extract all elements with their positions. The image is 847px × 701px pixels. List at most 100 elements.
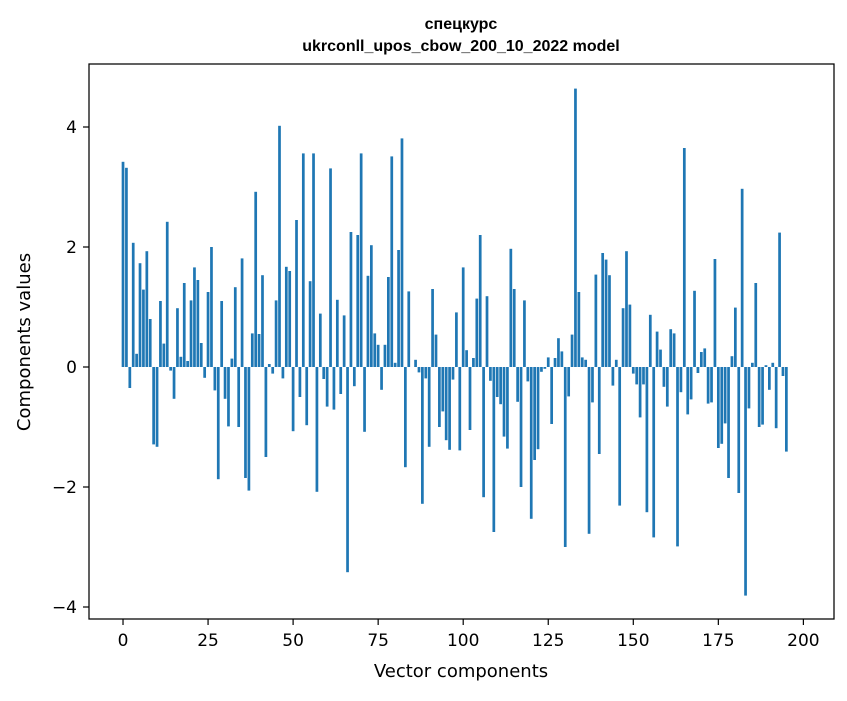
- bar-component-180: [734, 308, 737, 367]
- bar-component-88: [421, 367, 424, 504]
- bar-component-73: [370, 245, 373, 367]
- bar-component-136: [584, 360, 587, 367]
- bar-component-76: [380, 367, 383, 390]
- x-tick-label: 0: [118, 631, 129, 651]
- x-tick-label: 175: [702, 631, 734, 651]
- bar-component-188: [761, 367, 764, 425]
- y-tick-label: 4: [66, 118, 77, 138]
- bar-component-146: [618, 367, 621, 506]
- bar-component-97: [452, 367, 455, 380]
- bar-component-74: [373, 333, 376, 367]
- bar-component-46: [278, 126, 281, 367]
- bar-component-170: [700, 352, 703, 367]
- bar-component-174: [714, 259, 717, 367]
- bar-component-99: [458, 367, 461, 450]
- bar-component-192: [775, 367, 778, 428]
- x-tick-label: 100: [447, 631, 479, 651]
- bar-component-28: [217, 367, 220, 479]
- bar-component-14: [169, 367, 172, 371]
- x-tick-label: 50: [282, 631, 304, 651]
- bar-component-122: [537, 367, 540, 449]
- bar-component-140: [598, 367, 601, 454]
- bar-component-25: [207, 292, 210, 367]
- bar-component-20: [190, 300, 193, 367]
- bar-component-176: [720, 367, 723, 444]
- bar-component-8: [149, 319, 152, 367]
- bar-component-129: [560, 351, 563, 367]
- bar-component-163: [676, 367, 679, 546]
- bar-component-194: [782, 367, 785, 376]
- bar-component-147: [622, 308, 625, 367]
- bar-component-119: [526, 367, 529, 381]
- bar-component-167: [690, 367, 693, 399]
- bar-component-107: [486, 296, 489, 367]
- bar-component-1: [125, 168, 128, 367]
- bar-component-177: [724, 367, 727, 423]
- bar-component-96: [448, 367, 451, 450]
- bar-component-53: [302, 153, 305, 367]
- bar-component-104: [475, 299, 478, 367]
- bar-component-95: [445, 367, 448, 440]
- chart-title: спецкурс: [425, 16, 498, 33]
- bar-component-52: [299, 367, 302, 397]
- bar-component-9: [152, 367, 155, 444]
- bar-component-32: [231, 359, 234, 367]
- bar-component-186: [754, 283, 757, 367]
- bar-component-157: [656, 332, 659, 367]
- bar-component-10: [156, 367, 159, 447]
- bar-component-60: [326, 367, 329, 407]
- bar-component-127: [554, 358, 557, 367]
- bar-component-43: [268, 364, 271, 367]
- bar-component-161: [669, 329, 672, 367]
- bar-component-19: [186, 361, 189, 367]
- bar-component-54: [305, 367, 308, 425]
- bar-component-93: [438, 367, 441, 427]
- bar-component-36: [244, 367, 247, 478]
- bar-component-190: [768, 367, 771, 390]
- bar-component-139: [595, 275, 598, 367]
- bar-component-165: [683, 148, 686, 367]
- bar-component-61: [329, 168, 332, 367]
- bar-component-133: [574, 89, 577, 367]
- bar-component-109: [492, 367, 495, 532]
- bar-component-173: [710, 367, 713, 402]
- bar-component-94: [441, 367, 444, 411]
- bar-component-33: [234, 287, 237, 367]
- bar-component-58: [319, 314, 322, 367]
- bar-component-5: [139, 263, 142, 367]
- bar-component-191: [771, 363, 774, 367]
- bar-component-128: [557, 338, 560, 367]
- bar-component-123: [540, 367, 543, 372]
- bar-component-29: [220, 301, 223, 367]
- bar-component-126: [550, 367, 553, 424]
- bar-component-178: [727, 367, 730, 478]
- bar-component-145: [615, 360, 618, 367]
- bar-component-71: [363, 367, 366, 432]
- bar-component-121: [533, 367, 536, 460]
- bar-component-125: [547, 357, 550, 367]
- bar-component-152: [639, 367, 642, 417]
- bar-component-68: [353, 367, 356, 386]
- y-tick-label: 0: [66, 358, 77, 378]
- bar-component-12: [162, 344, 165, 367]
- bar-component-6: [142, 290, 145, 367]
- bar-component-69: [356, 235, 359, 367]
- bar-component-120: [530, 367, 533, 519]
- bar-component-185: [751, 363, 754, 367]
- bar-component-24: [203, 367, 206, 378]
- bar-component-118: [523, 300, 526, 367]
- y-tick-label: 2: [66, 238, 77, 258]
- bar-component-48: [285, 267, 288, 367]
- bar-component-153: [642, 367, 645, 384]
- bar-component-16: [176, 308, 179, 367]
- x-tick-label: 25: [197, 631, 219, 651]
- bar-component-55: [309, 281, 312, 367]
- bar-component-80: [394, 363, 397, 367]
- y-tick-label: −4: [52, 598, 77, 618]
- bar-component-90: [428, 367, 431, 447]
- bar-component-141: [601, 253, 604, 367]
- x-tick-label: 150: [617, 631, 649, 651]
- bar-component-108: [489, 367, 492, 381]
- bar-component-23: [200, 343, 203, 367]
